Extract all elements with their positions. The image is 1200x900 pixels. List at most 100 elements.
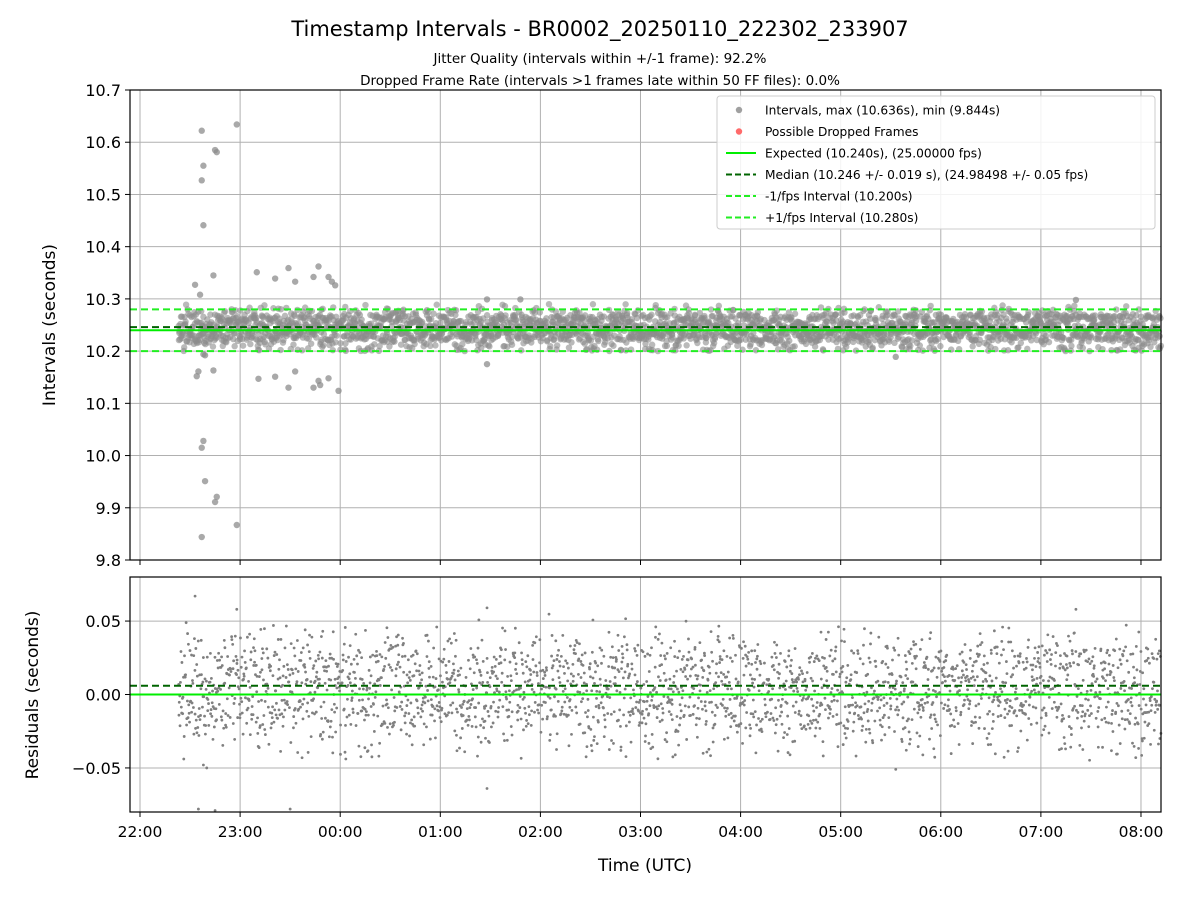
residual-point <box>617 649 621 652</box>
residual-point <box>613 666 617 670</box>
residual-point <box>615 657 618 661</box>
residual-point <box>710 710 714 714</box>
residual-point <box>253 660 256 664</box>
residual-point <box>1004 660 1008 663</box>
residual-point <box>658 632 661 636</box>
residual-point <box>498 654 502 658</box>
residual-point <box>660 718 664 722</box>
residual-point <box>406 658 410 662</box>
residual-point <box>840 670 844 674</box>
residual-point <box>556 699 560 703</box>
residual-point <box>824 708 827 712</box>
residual-point <box>538 638 542 642</box>
residual-point <box>789 664 793 668</box>
residual-point <box>440 706 444 710</box>
residual-point <box>763 697 767 701</box>
residual-point <box>331 735 334 739</box>
residual-point <box>321 730 325 734</box>
residual-point <box>571 663 575 666</box>
residual-point <box>923 701 927 705</box>
residual-point <box>229 670 233 673</box>
residual-point <box>882 696 886 700</box>
residual-point <box>594 670 597 674</box>
residual-point <box>210 701 214 705</box>
residual-point <box>218 658 221 662</box>
intervals-points <box>175 300 1165 355</box>
residual-point <box>994 690 997 694</box>
residual-point <box>900 737 904 741</box>
residual-point <box>1027 717 1031 720</box>
residual-point <box>385 702 389 706</box>
residual-point <box>850 649 853 653</box>
residual-point <box>195 731 199 735</box>
residual-point <box>691 712 695 716</box>
residual-point <box>992 698 996 702</box>
residual-point <box>486 680 489 684</box>
interval-point <box>715 302 723 310</box>
residual-point <box>331 630 335 634</box>
residual-point <box>688 695 692 699</box>
residual-point <box>204 724 208 727</box>
residual-point <box>988 710 991 713</box>
residual-point <box>870 686 873 690</box>
residual-point <box>912 707 916 711</box>
residual-point <box>596 720 600 724</box>
residual-point <box>509 674 513 678</box>
residual-point <box>231 667 235 671</box>
residual-point <box>827 716 830 720</box>
residual-point <box>671 755 675 759</box>
residual-point <box>274 689 278 693</box>
residual-point <box>693 704 696 708</box>
residual-point <box>473 655 477 659</box>
interval-point <box>581 317 588 324</box>
residual-point <box>810 652 814 655</box>
residual-point <box>795 687 799 690</box>
residual-point <box>590 749 594 753</box>
residual-point <box>620 660 624 664</box>
residual-point <box>195 663 199 666</box>
residual-point <box>860 729 864 732</box>
residual-point <box>333 677 337 681</box>
residual-point <box>763 703 767 707</box>
residual-point <box>205 655 209 659</box>
residual-point <box>196 726 200 729</box>
residual-point <box>804 727 808 731</box>
residual-point <box>840 639 843 643</box>
residual-point <box>305 678 309 681</box>
residual-point <box>1013 654 1017 658</box>
residual-point <box>501 626 504 630</box>
residual-point <box>815 654 819 658</box>
residual-point <box>363 746 367 750</box>
residual-point <box>953 725 956 729</box>
residual-point <box>186 699 189 703</box>
residual-point <box>303 628 307 632</box>
interval-point <box>791 310 799 317</box>
interval-point <box>304 345 312 352</box>
residual-point <box>358 651 362 654</box>
residual-point <box>867 699 871 703</box>
residual-point <box>846 720 850 723</box>
residual-point <box>428 675 431 679</box>
residual-point <box>220 655 223 659</box>
residual-point <box>547 612 551 616</box>
residual-point <box>314 675 318 679</box>
residual-point <box>734 714 737 718</box>
residual-point <box>301 646 305 650</box>
residual-point <box>193 637 196 641</box>
residual-point <box>769 712 773 715</box>
residual-point <box>450 674 454 678</box>
residual-point <box>266 687 270 690</box>
residual-point <box>247 680 250 683</box>
residual-point <box>427 660 431 664</box>
residual-point <box>468 667 472 671</box>
residual-point <box>967 680 971 684</box>
residual-point <box>622 696 626 700</box>
residual-point <box>717 624 721 628</box>
residual-point <box>701 751 705 755</box>
interval-point <box>391 338 398 345</box>
intervals-y-tick-label: 9.9 <box>96 499 121 518</box>
residual-point <box>348 644 352 648</box>
residual-point <box>567 744 571 748</box>
residuals-panel: −0.050.000.05 22:00 23:00 00:00 01:00 02:00 0… <box>23 576 1163 876</box>
residual-point <box>192 654 196 658</box>
